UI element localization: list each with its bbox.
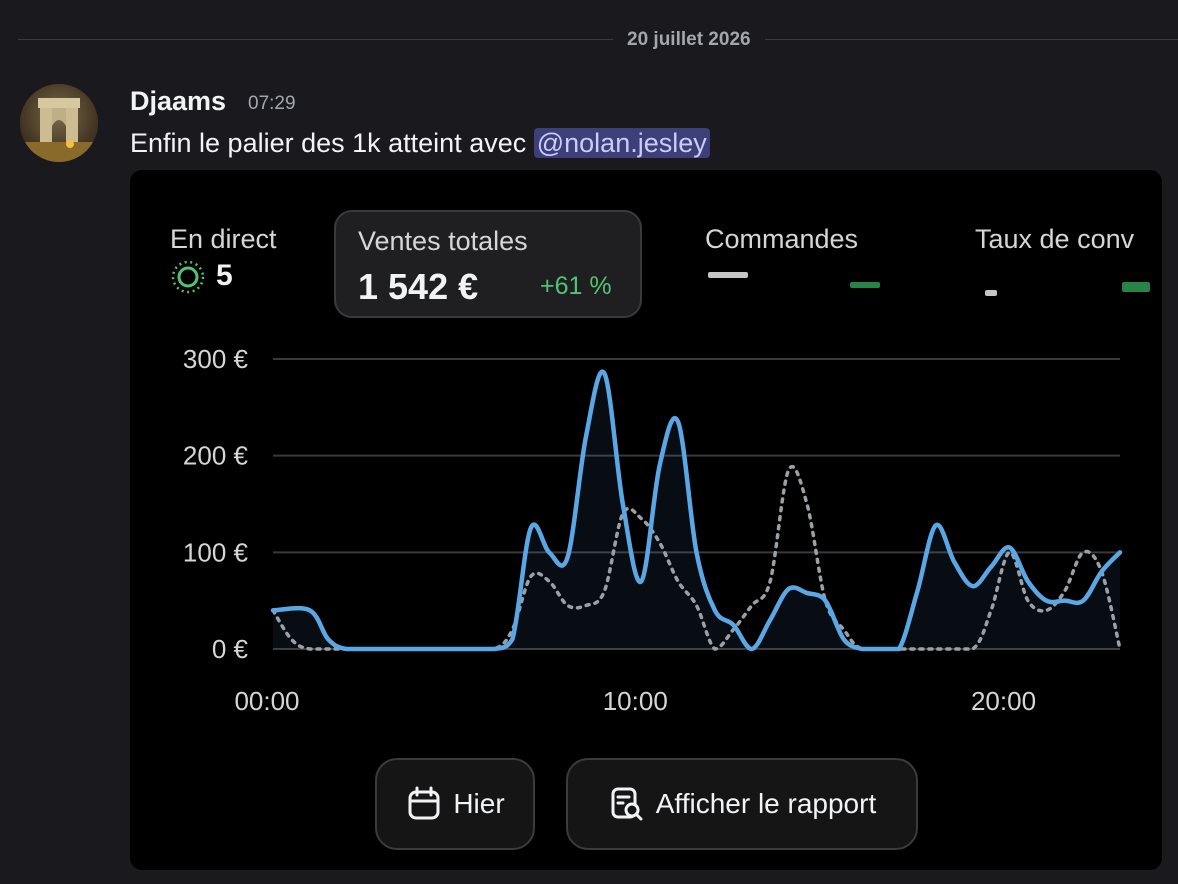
author-name[interactable]: Djaams — [130, 86, 227, 116]
y-tick-label: 200 € — [183, 441, 249, 471]
avatar[interactable] — [20, 84, 98, 162]
stat-sales-value: 1 542 € — [358, 266, 479, 307]
view-report-button[interactable]: Afficher le rapport — [566, 758, 918, 850]
stat-live-label: En direct — [170, 224, 277, 254]
x-tick-label: 10:00 — [603, 686, 668, 716]
calendar-icon — [408, 786, 440, 820]
message-text: Enfin le palier des 1k atteint avec @nol… — [130, 128, 710, 159]
live-indicator-icon — [171, 260, 205, 294]
stat-sales-delta: +61 % — [540, 272, 612, 300]
yesterday-button-label: Hier — [453, 788, 505, 819]
avatar-image — [20, 84, 98, 162]
y-tick-label: 0 € — [212, 634, 249, 664]
stat-live-value: 5 — [216, 259, 233, 292]
current-series-area — [273, 371, 1120, 649]
render-artifact — [985, 290, 997, 296]
view-report-button-label: Afficher le rapport — [655, 788, 877, 819]
previous-series-line — [271, 465, 1122, 651]
yesterday-button[interactable]: Hier — [375, 758, 535, 850]
stat-sales-card[interactable]: Ventes totales 1 542 € +61 % — [334, 210, 642, 318]
message-timestamp: 07:29 — [248, 93, 296, 114]
stat-live: En direct 5 — [170, 224, 277, 295]
x-tick-label: 00:00 — [234, 686, 299, 716]
sales-chart: 0 € 100 € 200 € 300 € 00:00 10:00 20:00 — [183, 344, 1123, 716]
render-artifact — [850, 282, 880, 288]
date-divider — [18, 39, 1178, 40]
stat-orders[interactable]: Commandes — [705, 224, 858, 255]
user-mention[interactable]: @nolan.jesley — [533, 128, 710, 158]
current-series-line — [270, 369, 1123, 652]
message-body: Enfin le palier des 1k atteint avec — [130, 128, 534, 158]
stat-live-value-row: 5 — [170, 259, 277, 295]
report-search-icon — [611, 787, 643, 821]
stat-orders-label: Commandes — [705, 224, 859, 254]
y-tick-label: 300 € — [183, 344, 249, 374]
x-tick-label: 20:00 — [971, 686, 1036, 716]
date-separator: 20 juillet 2026 — [613, 27, 765, 53]
y-tick-label: 100 € — [183, 537, 249, 567]
render-artifact — [1122, 282, 1150, 292]
render-artifact — [708, 272, 748, 278]
stat-conversion-label: Taux de conv — [975, 224, 1135, 254]
analytics-embed: En direct 5 Ventes totales 1 542 € +61 %… — [130, 170, 1162, 870]
stat-conversion[interactable]: Taux de conv — [975, 224, 1134, 255]
stat-sales-label: Ventes totales — [358, 226, 528, 256]
